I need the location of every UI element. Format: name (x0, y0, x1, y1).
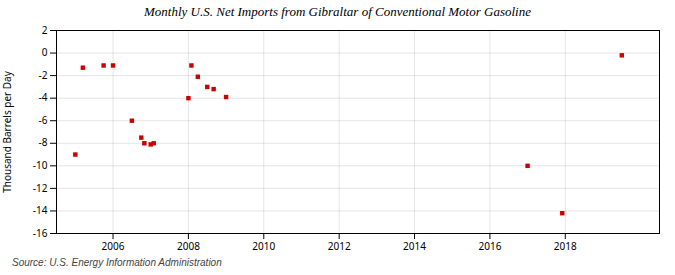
svg-text:2: 2 (42, 23, 48, 37)
svg-text:-16: -16 (33, 226, 48, 240)
svg-text:0: 0 (42, 45, 48, 59)
svg-text:2010: 2010 (252, 239, 275, 253)
svg-text:-8: -8 (39, 135, 48, 149)
svg-text:-10: -10 (33, 158, 48, 172)
svg-text:2006: 2006 (102, 239, 125, 253)
html-text:Monthly U.S. Net Imports from: Monthly U.S. Net Imports from Gibraltar … (144, 4, 531, 19)
svg-text:-2: -2 (39, 68, 48, 82)
svg-text:2008: 2008 (177, 239, 200, 253)
svg-text:Thousand Barrels per Day: Thousand Barrels per Day (0, 70, 14, 193)
svg-text:2016: 2016 (478, 239, 501, 253)
svg-text:2018: 2018 (554, 239, 577, 253)
html-text:Source: U.S. Energy Informatio: Source: U.S. Energy Information Administ… (12, 257, 222, 268)
svg-text:-14: -14 (33, 203, 48, 217)
svg-text:-12: -12 (33, 181, 48, 195)
svg-text:2014: 2014 (403, 239, 426, 253)
svg-text:-4: -4 (39, 90, 48, 104)
svg-text:2012: 2012 (328, 239, 351, 253)
svg-text:-6: -6 (39, 113, 48, 127)
